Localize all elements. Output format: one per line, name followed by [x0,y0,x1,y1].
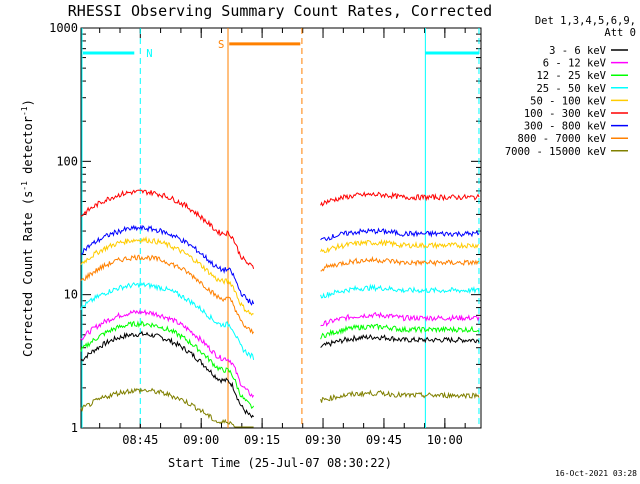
series-line [80,224,255,306]
series-line [80,308,255,399]
y-axis-label-part2: detector [21,116,35,181]
legend-header-line1: Det 1,3,4,5,6,9, [535,15,636,27]
series-line [80,320,255,409]
y-tick-label: 100 [56,154,78,168]
legend-label: 7000 - 15000 keV [505,146,607,158]
legend-label: 100 - 300 keV [524,108,607,120]
series-line [320,255,480,272]
x-tick-label: 09:15 [244,433,280,447]
series-1 [80,308,480,399]
series-line [320,389,480,403]
series-line [80,387,254,428]
legend-label: 50 - 100 keV [530,95,607,107]
night-label: N [146,48,152,60]
legend-label: 300 - 800 keV [524,121,607,133]
x-tick-label: 09:30 [305,433,341,447]
series-8 [80,387,480,428]
series-4 [80,235,480,316]
x-tick-label: 08:45 [122,433,158,447]
legend-label: 25 - 50 keV [536,83,606,95]
legend-header-line2: Att 0 [604,27,636,39]
series-line [320,227,480,242]
series-line [320,311,480,327]
y-axis-label: Corrected Count Rate (s-1 detector-1) [20,99,35,357]
saa-label: S [218,39,224,51]
series-line [80,330,254,419]
y-axis-label-part3: ) [21,99,35,106]
y-axis-label-part1: Corrected Count Rate (s [21,191,35,357]
series-0 [80,330,480,419]
series-line [320,323,480,340]
y-tick-label: 10 [64,288,78,302]
series-line [80,235,254,316]
series-line [80,254,255,335]
series-line [320,191,480,207]
legend-label: 800 - 7000 keV [517,133,606,145]
y-tick-label: 1 [71,421,78,435]
y-axis-label-sup1: -1 [20,181,29,191]
chart-title: RHESSI Observing Summary Count Rates, Co… [68,2,492,20]
plot-frame [80,27,482,429]
legend-label: 3 - 6 keV [549,45,607,57]
legend-label: 6 - 12 keV [543,58,607,70]
series-2 [80,320,480,409]
series-line [80,281,255,360]
series-line [320,334,480,348]
x-axis-label: Start Time (25-Jul-07 08:30:22) [168,456,392,470]
x-tick-label: 09:00 [183,433,219,447]
series-line [320,283,480,299]
series-5 [80,189,480,269]
series-line [320,238,480,254]
legend-label: 12 - 25 keV [536,70,606,82]
y-axis-label-sup2: -1 [20,106,29,116]
series-6 [80,224,480,306]
series-3 [80,281,480,360]
plot-area: 1 10 100 1000 08:45 09:00 09:15 09:30 09:45 10:00… [49,21,482,447]
x-tick-label: 09:45 [366,433,402,447]
timestamp: 16-Oct-2021 03:28 [555,469,637,478]
y-tick-label: 1000 [49,21,78,35]
series-line [80,189,255,269]
series-7 [80,254,480,335]
x-tick-label: 10:00 [427,433,463,447]
